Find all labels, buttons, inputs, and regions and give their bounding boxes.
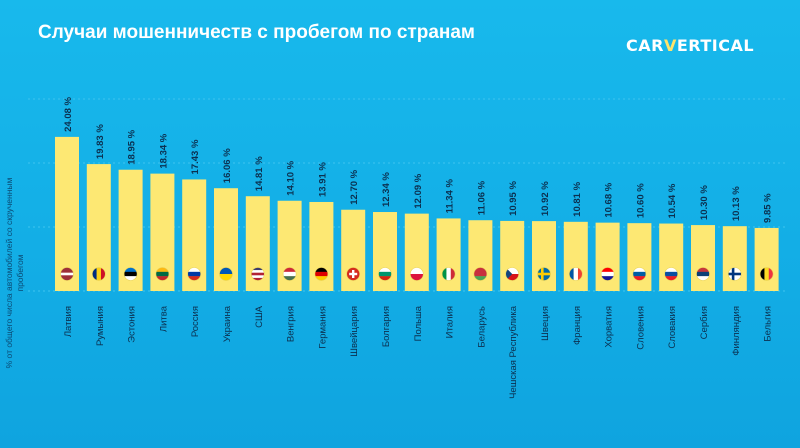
- ukraine-flag-icon: [219, 267, 233, 281]
- category-label: Хорватия: [604, 306, 615, 348]
- category-label: Словения: [635, 306, 646, 350]
- bar-slovakia: [659, 223, 684, 291]
- czechia-flag-icon: [505, 267, 519, 281]
- bar-latvia: [55, 136, 79, 291]
- value-label: 18.95 %: [127, 129, 138, 164]
- bar-belgium: [754, 227, 779, 291]
- value-label: 10.92 %: [540, 181, 551, 216]
- category-label: Польша: [413, 305, 424, 341]
- slovakia-flag-icon: [664, 267, 678, 281]
- estonia-flag-icon: [124, 267, 138, 281]
- germany-flag-icon: [314, 267, 328, 281]
- category-labels: Латвия Румыния Эстония Литва Россия Украина СШ…: [63, 305, 774, 399]
- category-label: Сербия: [699, 306, 710, 339]
- value-label: 10.30 %: [699, 185, 710, 220]
- category-label: Финляндия: [731, 306, 742, 356]
- category-label: Чешская Республика: [508, 305, 519, 399]
- category-label: Швейцария: [349, 306, 360, 357]
- value-label: 9.85 %: [763, 193, 774, 223]
- serbia-flag-icon: [696, 267, 710, 281]
- value-label: 12.34 %: [381, 172, 392, 207]
- category-label: Румыния: [95, 306, 106, 346]
- finland-flag-icon: [728, 267, 742, 281]
- bulgaria-flag-icon: [378, 267, 392, 281]
- value-label: 12.70 %: [349, 169, 360, 204]
- slovenia-flag-icon: [632, 267, 646, 281]
- bar-slovenia: [627, 223, 652, 291]
- value-label: 18.34 %: [158, 133, 169, 168]
- value-label: 10.13 %: [731, 186, 742, 221]
- sweden-flag-icon: [537, 267, 551, 281]
- bars: [55, 136, 779, 291]
- value-label: 10.54 %: [667, 183, 678, 218]
- category-label: Литва: [158, 305, 169, 332]
- logo-text-right: ERTICAL: [676, 36, 755, 55]
- carvertical-logo: CARVERTICAL: [626, 36, 754, 55]
- poland-flag-icon: [410, 267, 424, 281]
- category-label: Бельгия: [763, 306, 774, 342]
- romania-flag-icon: [92, 267, 106, 281]
- flag-icons: [60, 267, 774, 281]
- logo-text-left: CAR: [626, 36, 664, 55]
- value-label: 11.34 %: [445, 179, 456, 214]
- value-label: 10.68 %: [604, 182, 615, 217]
- belgium-flag-icon: [760, 267, 774, 281]
- value-label: 14.81 %: [254, 156, 265, 191]
- hungary-flag-icon: [283, 267, 297, 281]
- category-label: США: [254, 305, 265, 328]
- france-flag-icon: [569, 267, 583, 281]
- value-label: 12.09 %: [413, 173, 424, 208]
- category-label: Франция: [572, 306, 583, 345]
- usa-flag-icon: [251, 267, 265, 281]
- value-label: 10.60 %: [635, 183, 646, 218]
- lithuania-flag-icon: [155, 267, 169, 281]
- value-label: 14.10 %: [286, 160, 297, 195]
- category-label: Италия: [445, 306, 456, 338]
- bar-usa: [245, 196, 270, 291]
- latvia-flag-icon: [60, 267, 74, 281]
- russia-flag-icon: [187, 267, 201, 281]
- chart-title: Случаи мошенничеств с пробегом по страна…: [38, 22, 475, 43]
- value-label: 13.91 %: [317, 162, 328, 197]
- category-label: Россия: [190, 306, 201, 337]
- value-label: 11.06 %: [476, 180, 487, 215]
- category-label: Венгрия: [286, 306, 297, 342]
- belarus-flag-icon: [473, 267, 487, 281]
- category-label: Словакия: [667, 306, 678, 349]
- category-label: Германия: [317, 306, 328, 349]
- category-label: Эстония: [127, 306, 138, 343]
- value-label: 10.95 %: [508, 181, 519, 216]
- value-label: 10.81 %: [572, 181, 583, 216]
- category-label: Швеция: [540, 306, 551, 341]
- italy-flag-icon: [442, 267, 456, 281]
- category-label: Беларусь: [476, 306, 487, 348]
- category-label: Латвия: [63, 306, 74, 337]
- value-label: 24.08 %: [63, 96, 74, 131]
- logo-text-v: V: [663, 36, 677, 55]
- switzerland-flag-icon: [346, 267, 360, 281]
- value-labels: 24.08 % 19.83 % 18.95 % 18.34 % 17.43 % 16.06…: [63, 96, 774, 222]
- value-label: 19.83 %: [95, 124, 106, 159]
- bar-finland: [722, 226, 747, 291]
- value-label: 16.06 %: [222, 148, 233, 183]
- category-label: Болгария: [381, 306, 392, 347]
- value-label: 17.43 %: [190, 139, 201, 174]
- category-label: Украина: [222, 305, 233, 342]
- bar-serbia: [691, 225, 715, 291]
- croatia-flag-icon: [601, 267, 615, 281]
